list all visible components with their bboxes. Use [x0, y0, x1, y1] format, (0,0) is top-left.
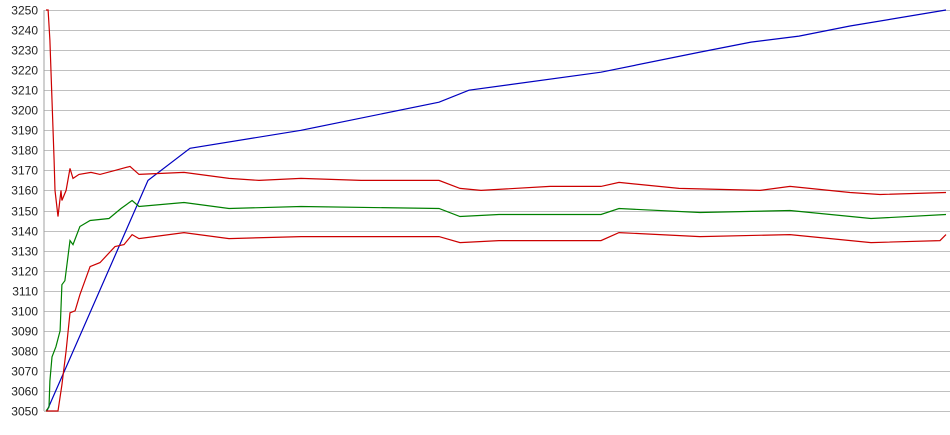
y-tick-label: 3200 — [11, 104, 38, 118]
series-line-lower-red — [46, 231, 947, 412]
y-tick-label: 3140 — [11, 225, 38, 239]
grid-lines — [44, 10, 950, 412]
y-tick-label: 3080 — [11, 345, 38, 359]
y-tick-label: 3180 — [11, 144, 38, 158]
y-tick-label: 3110 — [12, 285, 38, 299]
y-tick-label: 3070 — [11, 365, 38, 379]
y-tick-label: 3170 — [11, 164, 38, 178]
y-tick-label: 3250 — [11, 4, 38, 18]
y-tick-label: 3230 — [11, 44, 38, 58]
y-tick-label: 3220 — [11, 64, 38, 78]
series-line-upper-red — [46, 9, 947, 217]
y-tick-label: 3130 — [11, 245, 38, 259]
series-lines — [45, 9, 947, 412]
y-tick-label: 3120 — [11, 265, 38, 279]
y-tick-label: 3160 — [11, 184, 38, 198]
y-tick-label: 3050 — [11, 405, 38, 419]
y-tick-label: 3060 — [11, 385, 38, 399]
y-tick-label: 3210 — [11, 84, 38, 98]
y-tick-label: 3150 — [11, 205, 38, 219]
y-tick-label: 3190 — [11, 124, 38, 138]
series-line-blue — [46, 9, 947, 412]
y-tick-label: 3090 — [11, 325, 38, 339]
y-tick-label: 3240 — [11, 24, 38, 38]
y-axis-tick-labels: 3050 3060 3070 3080 3090 3100 3110 3120 3130 3140… — [11, 4, 38, 419]
y-tick-label: 3100 — [11, 305, 38, 319]
series-line-green — [45, 199, 947, 412]
